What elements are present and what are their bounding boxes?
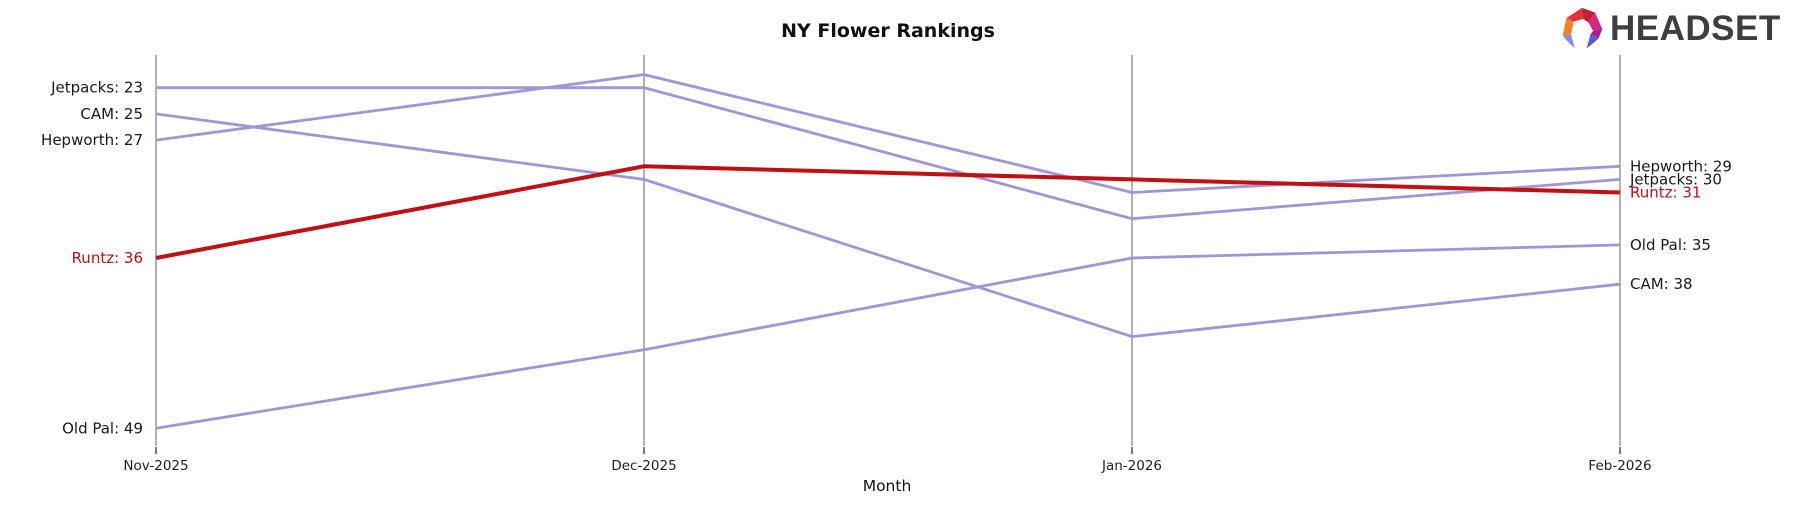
series-line-old-pal <box>155 243 1621 430</box>
series-start-label-jetpacks: Jetpacks: 23 <box>50 79 143 97</box>
headset-logo: HEADSET <box>1560 5 1781 53</box>
x-tick-label: Nov-2025 <box>123 458 188 474</box>
page-title: NY Flower Rankings <box>781 20 995 42</box>
x-axis-title: Month <box>862 477 912 495</box>
series-line-runtz <box>155 164 1621 260</box>
series-line-cam <box>155 112 1621 339</box>
series-end-label-hepworth: Hepworth: 29 <box>1630 157 1732 175</box>
series-start-label-runtz: Runtz: 36 <box>72 249 143 267</box>
series-labels: Jetpacks: 23 Jetpacks: 30 CAM: 25 CAM: 38 He… <box>41 79 1732 438</box>
series-start-label-cam: CAM: 25 <box>80 105 143 123</box>
series-end-label-old-pal: Old Pal: 35 <box>1630 236 1711 254</box>
series-end-label-jetpacks: Jetpacks: 30 <box>1629 170 1722 188</box>
x-tick-label: Jan-2026 <box>1101 458 1162 474</box>
series-start-label-old-pal: Old Pal: 49 <box>62 419 143 437</box>
x-tick-label: Dec-2025 <box>611 458 676 474</box>
series-line-jetpacks <box>156 86 1621 221</box>
headset-logo-text: HEADSET <box>1610 9 1781 48</box>
x-tick-label: Feb-2026 <box>1588 458 1651 474</box>
series-line-hepworth <box>155 73 1621 194</box>
series-end-label-cam: CAM: 38 <box>1630 275 1693 293</box>
headset-logomark-icon <box>1562 7 1603 49</box>
series-lines <box>155 73 1621 430</box>
month-axes: Nov-2025 Dec-2025 Jan-2026 Feb-2026 <box>123 55 1652 474</box>
series-start-label-hepworth: Hepworth: 27 <box>41 131 143 149</box>
series-end-label-runtz: Runtz: 31 <box>1630 184 1701 202</box>
